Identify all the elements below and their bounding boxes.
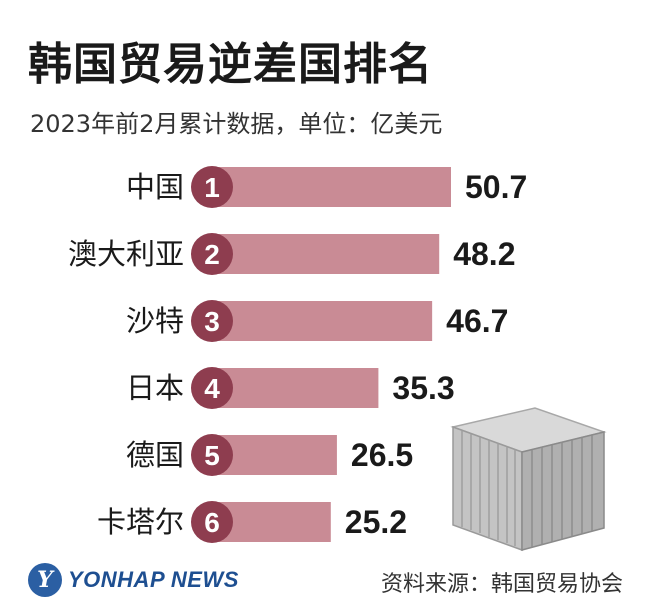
rank-badge-6 [191,501,233,543]
yonhap-logo-text: YONHAP NEWS [68,567,239,592]
rank-badge-2 [191,233,233,275]
category-label-6: 卡塔尔 [97,505,184,539]
rank-label-4: 4 [204,373,220,404]
bar-2 [212,234,440,274]
value-label-4: 35.3 [392,370,454,406]
rank-badge-4 [191,367,233,409]
rank-label-3: 3 [204,306,220,337]
yonhap-logo-mark: Y [28,563,62,597]
value-label-3: 46.7 [446,303,508,339]
rank-badge-3 [191,300,233,342]
rank-label-1: 1 [204,172,220,203]
chart-title: 韩国贸易逆差国排名 [28,39,433,90]
rank-badge-1 [191,166,233,208]
category-label-3: 沙特 [126,304,184,338]
chart-subtitle: 2023年前2月累计数据，单位：亿美元 [30,110,443,138]
yonhap-logo: Y YONHAP NEWS [28,563,239,597]
rank-label-2: 2 [204,239,220,270]
bar-3 [212,301,433,341]
shipping-container-icon [450,407,607,552]
value-label-5: 26.5 [351,437,413,473]
rank-label-6: 6 [204,507,220,538]
category-label-2: 澳大利亚 [68,237,184,271]
category-label-5: 德国 [126,438,184,472]
rank-label-5: 5 [204,440,220,471]
data-source: 资料来源：韩国贸易协会 [380,572,623,597]
bar-4 [212,368,379,408]
value-label-6: 25.2 [345,504,407,540]
bar-1 [212,167,451,207]
category-label-4: 日本 [126,371,184,405]
value-label-2: 48.2 [453,236,515,272]
rank-badge-5 [191,434,233,476]
value-label-1: 50.7 [465,169,527,205]
category-label-1: 中国 [126,170,184,204]
